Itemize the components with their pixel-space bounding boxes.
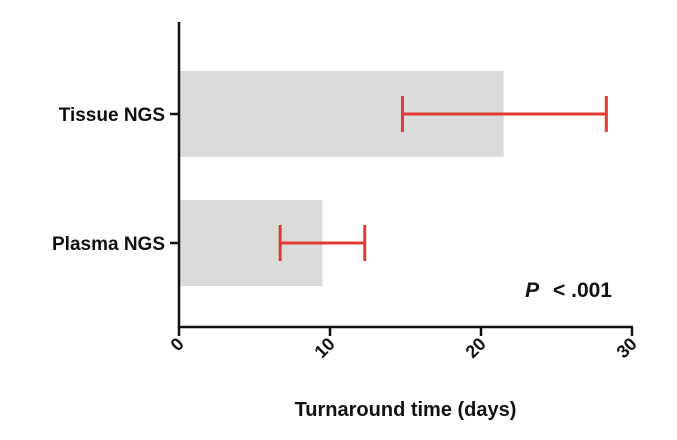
x-tick-label: 10 bbox=[311, 334, 339, 362]
x-ticks-group: 0 10 20 30 bbox=[167, 327, 641, 362]
y-ticks-group: Tissue NGS Plasma NGS bbox=[52, 105, 179, 255]
x-tick-label: 20 bbox=[462, 334, 490, 362]
x-tick-label: 30 bbox=[613, 334, 641, 362]
p-value-annotation: P < .001 bbox=[525, 279, 612, 302]
category-label: Plasma NGS bbox=[52, 234, 165, 255]
bars-group bbox=[179, 71, 504, 286]
category-label: Tissue NGS bbox=[59, 105, 165, 126]
p-value-text: < .001 bbox=[553, 279, 612, 302]
x-axis-title: Turnaround time (days) bbox=[295, 399, 517, 421]
x-tick-label: 0 bbox=[167, 334, 188, 355]
error-bars-group bbox=[278, 96, 608, 261]
p-value-symbol: P bbox=[525, 279, 540, 302]
